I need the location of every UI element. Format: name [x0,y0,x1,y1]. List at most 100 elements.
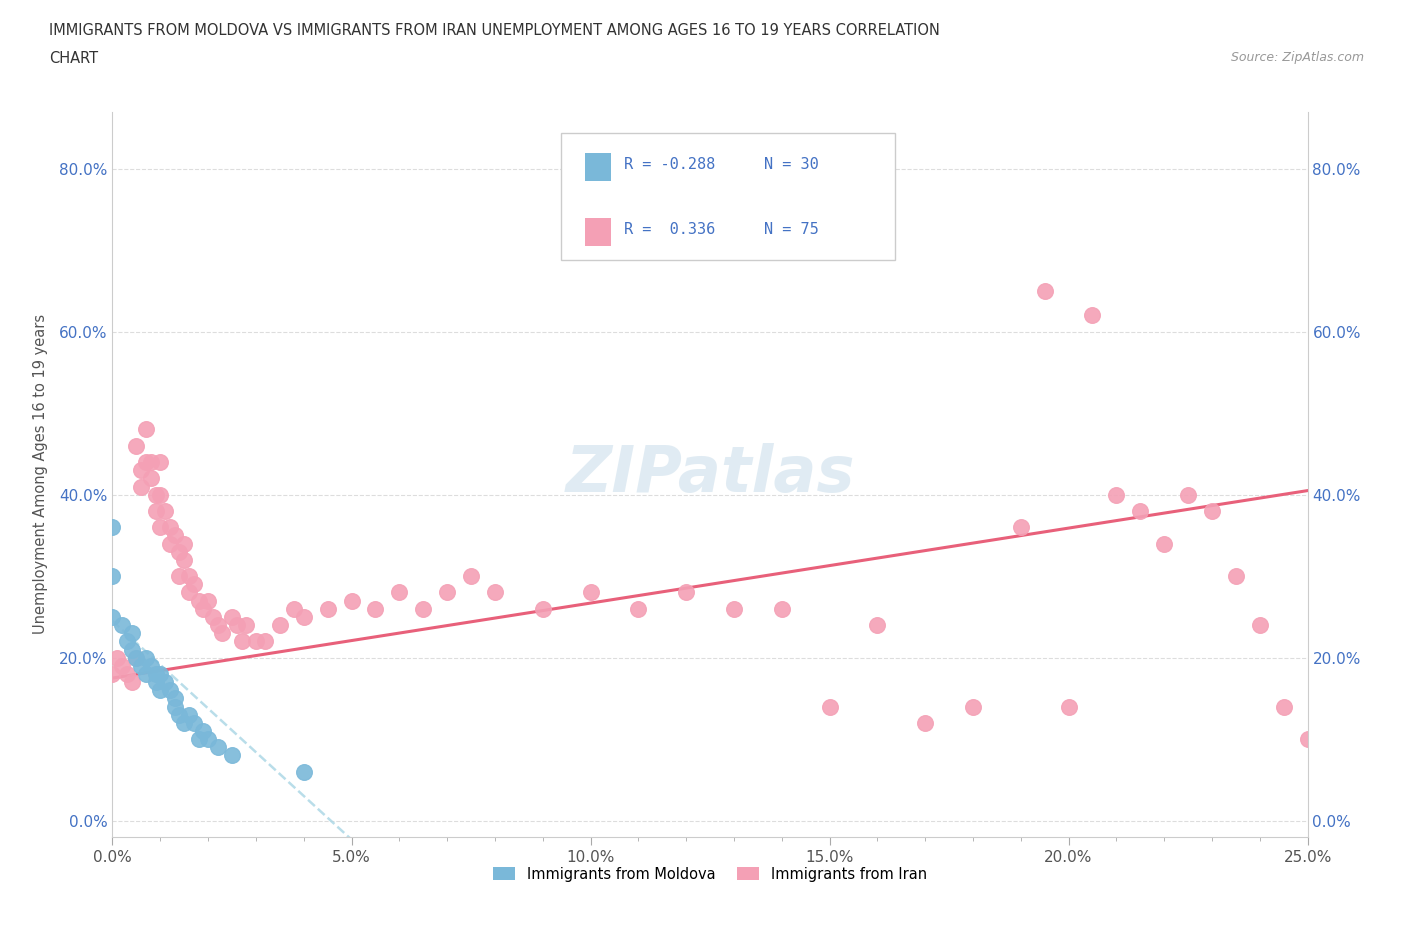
Point [283,602,305,617]
Point [173,536,195,551]
Point [1105,487,1128,502]
Point [627,602,650,617]
Point [153,674,176,689]
Point [159,683,181,698]
Point [139,471,162,485]
Point [135,422,157,437]
Point [1081,308,1104,323]
Point [187,732,209,747]
Point [225,618,247,632]
Point [129,658,152,673]
Point [163,528,186,543]
Point [125,650,148,665]
Point [388,585,411,600]
Text: Source: ZipAtlas.com: Source: ZipAtlas.com [1230,51,1364,64]
Point [163,691,186,706]
Point [169,569,191,584]
Point [169,544,191,559]
Text: R = -0.288: R = -0.288 [624,157,716,172]
Point [221,748,243,763]
Point [139,658,162,673]
Point [221,609,243,624]
FancyBboxPatch shape [561,133,896,260]
Point [460,569,482,584]
Point [145,487,167,502]
Point [135,455,157,470]
Point [121,642,143,657]
Point [1153,536,1175,551]
Text: N = 30: N = 30 [763,157,818,172]
Point [145,674,167,689]
Point [292,764,315,779]
Text: IMMIGRANTS FROM MOLDOVA VS IMMIGRANTS FROM IRAN UNEMPLOYMENT AMONG AGES 16 TO 19: IMMIGRANTS FROM MOLDOVA VS IMMIGRANTS FR… [49,23,941,38]
Point [149,455,172,470]
Point [197,732,219,747]
Point [145,503,167,518]
FancyBboxPatch shape [585,219,610,246]
Point [101,520,124,535]
Point [1225,569,1247,584]
Point [125,438,148,453]
Point [436,585,458,600]
Point [316,602,339,617]
Point [770,602,793,617]
Point [197,593,219,608]
Point [139,455,162,470]
Point [1296,732,1319,747]
Point [101,569,124,584]
Text: ZIPatlas: ZIPatlas [565,444,855,505]
Point [579,585,602,600]
Point [207,618,229,632]
Point [245,634,267,649]
Point [159,536,181,551]
Point [115,667,138,682]
Point [111,618,134,632]
Point [187,593,209,608]
Point [531,602,554,617]
Point [193,724,215,738]
Point [125,650,148,665]
Point [1033,284,1056,299]
Point [254,634,277,649]
Point [1272,699,1295,714]
Point [105,650,128,665]
Point [163,699,186,714]
Point [484,585,506,600]
Point [145,667,167,682]
Point [1010,520,1032,535]
Point [866,618,889,632]
Point [201,609,224,624]
Point [121,626,143,641]
Point [723,602,745,617]
Point [115,634,138,649]
Point [1177,487,1199,502]
Point [153,503,176,518]
Point [173,715,195,730]
Point [231,634,253,649]
Y-axis label: Unemployment Among Ages 16 to 19 years: Unemployment Among Ages 16 to 19 years [32,314,48,634]
FancyBboxPatch shape [585,153,610,180]
Point [340,593,363,608]
Text: N = 75: N = 75 [763,222,818,237]
Point [149,667,172,682]
Point [101,609,124,624]
Text: CHART: CHART [49,51,98,66]
Point [211,626,233,641]
Text: R =  0.336: R = 0.336 [624,222,716,237]
Point [169,708,191,723]
Point [177,708,200,723]
Point [1249,618,1271,632]
Point [135,667,157,682]
Point [269,618,291,632]
Point [818,699,841,714]
Point [177,585,200,600]
Legend: Immigrants from Moldova, Immigrants from Iran: Immigrants from Moldova, Immigrants from… [488,861,932,888]
Point [675,585,697,600]
Point [1129,503,1152,518]
Point [412,602,434,617]
Point [207,740,229,755]
Point [159,520,181,535]
Point [129,463,152,478]
Point [1201,503,1223,518]
Point [962,699,984,714]
